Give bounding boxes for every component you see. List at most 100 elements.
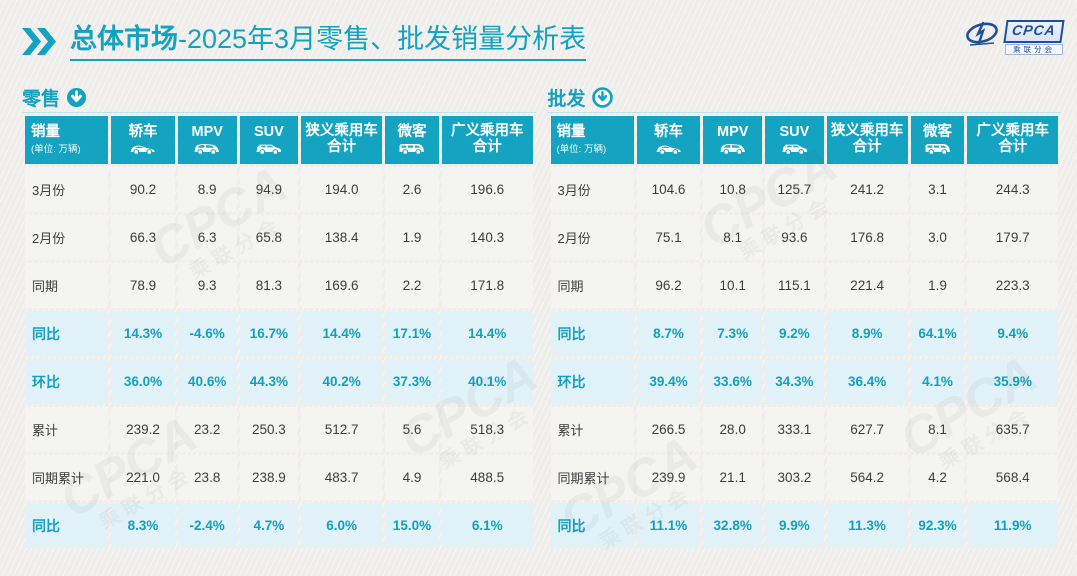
column-header: 微客: [910, 116, 965, 165]
column-label: 狭义乘用车合计: [305, 123, 378, 156]
value-cell: 171.8: [441, 263, 533, 309]
row-label: 同比: [25, 503, 109, 549]
sales-volume-header: 销量 (单位: 万辆): [550, 116, 634, 165]
mpv-icon: [193, 142, 221, 155]
value-cell: 34.3%: [765, 359, 824, 405]
value-cell: 239.9: [636, 455, 701, 501]
table-row: 3月份 90.2 8.9 94.9 194.0 2.6 196.6: [25, 167, 533, 213]
row-label: 2月份: [550, 215, 634, 261]
value-cell: 512.7: [301, 407, 383, 453]
value-cell: 303.2: [765, 455, 824, 501]
page-title-prefix: 总体市场: [70, 24, 178, 54]
value-cell: 35.9%: [967, 359, 1058, 405]
value-cell: 4.2: [910, 455, 965, 501]
value-cell: 564.2: [826, 455, 908, 501]
row-label: 2月份: [25, 215, 109, 261]
row-label: 累计: [550, 407, 634, 453]
value-cell: 40.1%: [441, 359, 533, 405]
double-chevron-icon: [22, 28, 58, 60]
microvan-icon: [398, 142, 426, 155]
column-label: 微客: [922, 124, 952, 141]
value-cell: 221.4: [826, 263, 908, 309]
row-label: 同比: [550, 311, 634, 357]
value-cell: 3.1: [910, 167, 965, 213]
value-cell: 9.2%: [765, 311, 824, 357]
value-cell: 9.4%: [967, 311, 1058, 357]
row-label: 同期: [550, 263, 634, 309]
value-cell: 194.0: [301, 167, 383, 213]
table-row: 同期累计 239.9 21.1 303.2 564.2 4.2 568.4: [550, 455, 1058, 501]
value-cell: 7.3%: [703, 311, 763, 357]
value-cell: 33.6%: [703, 359, 763, 405]
sedan-icon: [129, 142, 157, 155]
value-cell: 2.2: [385, 263, 439, 309]
table-row: 环比 36.0% 40.6% 44.3% 40.2% 37.3% 40.1%: [25, 359, 533, 405]
column-label: 销量: [556, 123, 586, 140]
value-cell: 239.2: [111, 407, 175, 453]
value-cell: 1.9: [385, 215, 439, 261]
value-cell: 6.1%: [441, 503, 533, 549]
download-arrow-ring-icon: [591, 87, 613, 108]
value-cell: 221.0: [111, 455, 175, 501]
value-cell: 518.3: [441, 407, 533, 453]
table-row: 同期 96.2 10.1 115.1 221.4 1.9 223.3: [550, 263, 1058, 309]
row-label: 3月份: [550, 167, 634, 213]
value-cell: 96.2: [636, 263, 701, 309]
column-header: SUV: [765, 116, 824, 165]
table-row: 累计 266.5 28.0 333.1 627.7 8.1 635.7: [550, 407, 1058, 453]
table-row: 环比 39.4% 33.6% 34.3% 36.4% 4.1% 35.9%: [550, 359, 1058, 405]
retail-section-header: 零售: [22, 85, 536, 114]
value-cell: 115.1: [765, 263, 824, 309]
value-cell: 6.0%: [301, 503, 383, 549]
value-cell: 8.3%: [111, 503, 175, 549]
table-row: 3月份 104.6 10.8 125.7 241.2 3.1 244.3: [550, 167, 1058, 213]
value-cell: 10.8: [703, 167, 763, 213]
row-label: 同比: [25, 311, 109, 357]
column-label: 微客: [397, 124, 427, 141]
mpv-icon: [719, 142, 747, 155]
column-label: 销量: [31, 123, 60, 140]
value-cell: 179.7: [967, 215, 1058, 261]
row-label: 同期累计: [25, 455, 109, 501]
column-header: 广义乘用车合计: [441, 116, 533, 165]
page-title: 总体市场-2025年3月零售、批发销量分析表: [70, 24, 587, 62]
value-cell: 14.4%: [301, 311, 383, 357]
sedan-icon: [655, 142, 683, 155]
suv-icon: [255, 142, 283, 155]
download-arrow-filled-icon: [66, 87, 87, 108]
value-cell: 37.3%: [385, 359, 439, 405]
value-cell: 36.4%: [826, 359, 908, 405]
value-cell: 15.0%: [385, 503, 439, 549]
unit-note: (单位: 万辆): [31, 144, 81, 156]
row-label: 同期累计: [550, 455, 634, 501]
value-cell: 244.3: [967, 167, 1058, 213]
value-cell: 94.9: [239, 167, 299, 213]
value-cell: 4.7%: [239, 503, 299, 549]
table-row: 同期 78.9 9.3 81.3 169.6 2.2 171.8: [25, 263, 533, 309]
column-label: MPV: [191, 124, 223, 141]
value-cell: -4.6%: [177, 311, 237, 357]
value-cell: 241.2: [826, 167, 908, 213]
value-cell: 17.1%: [385, 311, 439, 357]
column-label: SUV: [779, 124, 810, 141]
table-row: 同比 8.7% 7.3% 9.2% 8.9% 64.1% 9.4%: [550, 311, 1058, 357]
value-cell: 238.9: [239, 455, 299, 501]
column-label: 广义乘用车合计: [976, 123, 1049, 156]
value-cell: 104.6: [636, 167, 701, 213]
retail-label: 零售: [22, 89, 61, 111]
row-label: 环比: [25, 359, 109, 405]
value-cell: 8.9: [177, 167, 237, 213]
value-cell: 333.1: [765, 407, 824, 453]
cpca-logo: CPCA 乘联分会: [964, 20, 1065, 56]
value-cell: 65.8: [239, 215, 299, 261]
table-row: 同比 11.1% 32.8% 9.9% 11.3% 92.3% 11.9%: [550, 503, 1058, 549]
header-row: 销量 (单位: 万辆) 轿车 MPV SUV 狭义乘用车合计 微客 广义乘用车合计: [25, 116, 533, 165]
value-cell: 4.1%: [910, 359, 965, 405]
value-cell: 11.9%: [967, 503, 1058, 549]
value-cell: 138.4: [301, 215, 383, 261]
retail-table: 销量 (单位: 万辆) 轿车 MPV SUV 狭义乘用车合计 微客 广义乘用车合计 3月份 90.…: [22, 113, 536, 551]
title-row: 总体市场-2025年3月零售、批发销量分析表: [22, 24, 1061, 62]
value-cell: 1.9: [910, 263, 965, 309]
value-cell: 11.1%: [636, 503, 701, 549]
